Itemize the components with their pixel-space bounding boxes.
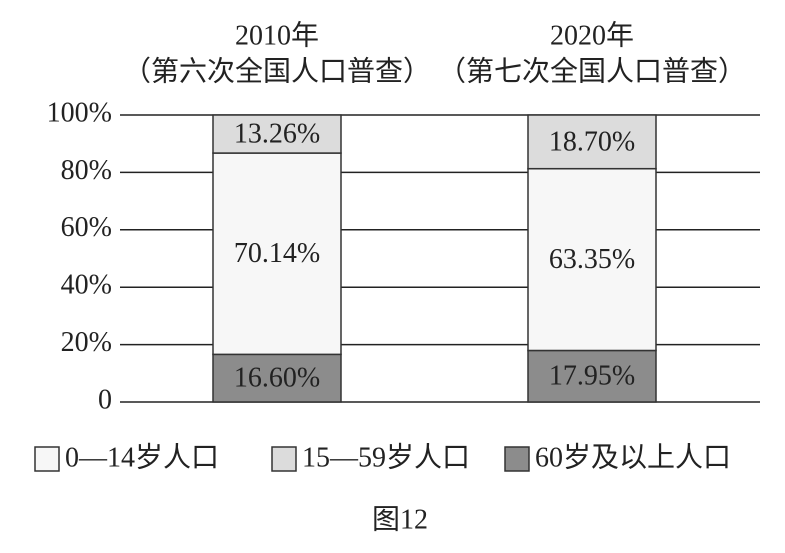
y-tick-label: 20% (61, 327, 112, 358)
y-tick-label: 0 (98, 384, 112, 415)
bar-segment (527, 167, 657, 352)
legend-swatch (504, 446, 530, 472)
legend-label: 60岁及以上人口 (535, 441, 731, 473)
bar-segment (212, 353, 342, 403)
bar-segment (527, 114, 657, 170)
caption: 图12 (372, 504, 428, 535)
legend-label: 15—59岁人口 (302, 441, 470, 473)
category-note: （第六次全国人口普查） (123, 55, 431, 87)
legend-label: 0—14岁人口 (65, 441, 219, 473)
y-tick-label: 100% (47, 97, 112, 128)
category-label: 2010年 (235, 19, 319, 51)
y-tick-label: 60% (61, 212, 112, 243)
value-label: 13.26% (234, 118, 320, 149)
value-label: 63.35% (549, 244, 635, 275)
bar-segment (212, 152, 342, 356)
value-label: 18.70% (549, 126, 635, 157)
category-label: 2020年 (550, 19, 634, 51)
y-tick-label: 40% (61, 270, 112, 301)
value-label: 17.95% (549, 361, 635, 392)
y-tick-label: 80% (61, 155, 112, 186)
category-note: （第七次全国人口普查） (438, 55, 746, 87)
value-label: 16.60% (234, 363, 320, 394)
legend-swatch (271, 446, 297, 472)
value-label: 70.14% (234, 238, 320, 269)
bar-segment (212, 114, 342, 154)
legend-swatch (34, 446, 60, 472)
